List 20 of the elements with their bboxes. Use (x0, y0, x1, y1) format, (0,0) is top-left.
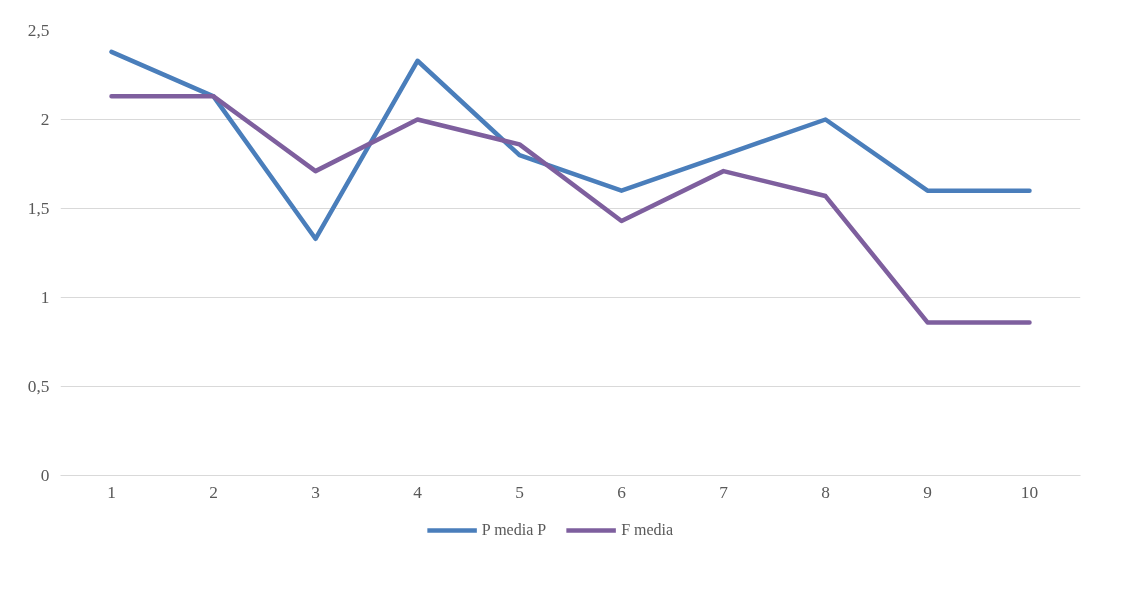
legend-label: F media (621, 521, 674, 539)
x-tick-label: 7 (719, 482, 729, 502)
x-tick-label: 1 (107, 482, 116, 502)
y-tick-label: 2,5 (27, 21, 50, 40)
y-tick-label: 1 (40, 288, 50, 307)
x-tick-label: 10 (1020, 482, 1039, 502)
x-tick-label: 4 (413, 482, 423, 502)
line-series (109, 49, 1032, 242)
line-series (109, 94, 1032, 325)
x-tick-label: 8 (821, 482, 830, 502)
x-tick-label: 6 (617, 482, 627, 502)
x-tick-label: 2 (209, 482, 218, 502)
y-tick-label: 0,5 (27, 377, 50, 396)
y-tick-label: 1,5 (27, 199, 50, 218)
y-tick-label: 0 (40, 466, 50, 485)
legend-label: P media P (481, 521, 547, 539)
x-tick-label: 5 (515, 482, 524, 502)
x-tick-label: 9 (923, 482, 932, 502)
y-tick-label: 2 (40, 110, 50, 129)
x-tick-label: 3 (311, 482, 320, 502)
